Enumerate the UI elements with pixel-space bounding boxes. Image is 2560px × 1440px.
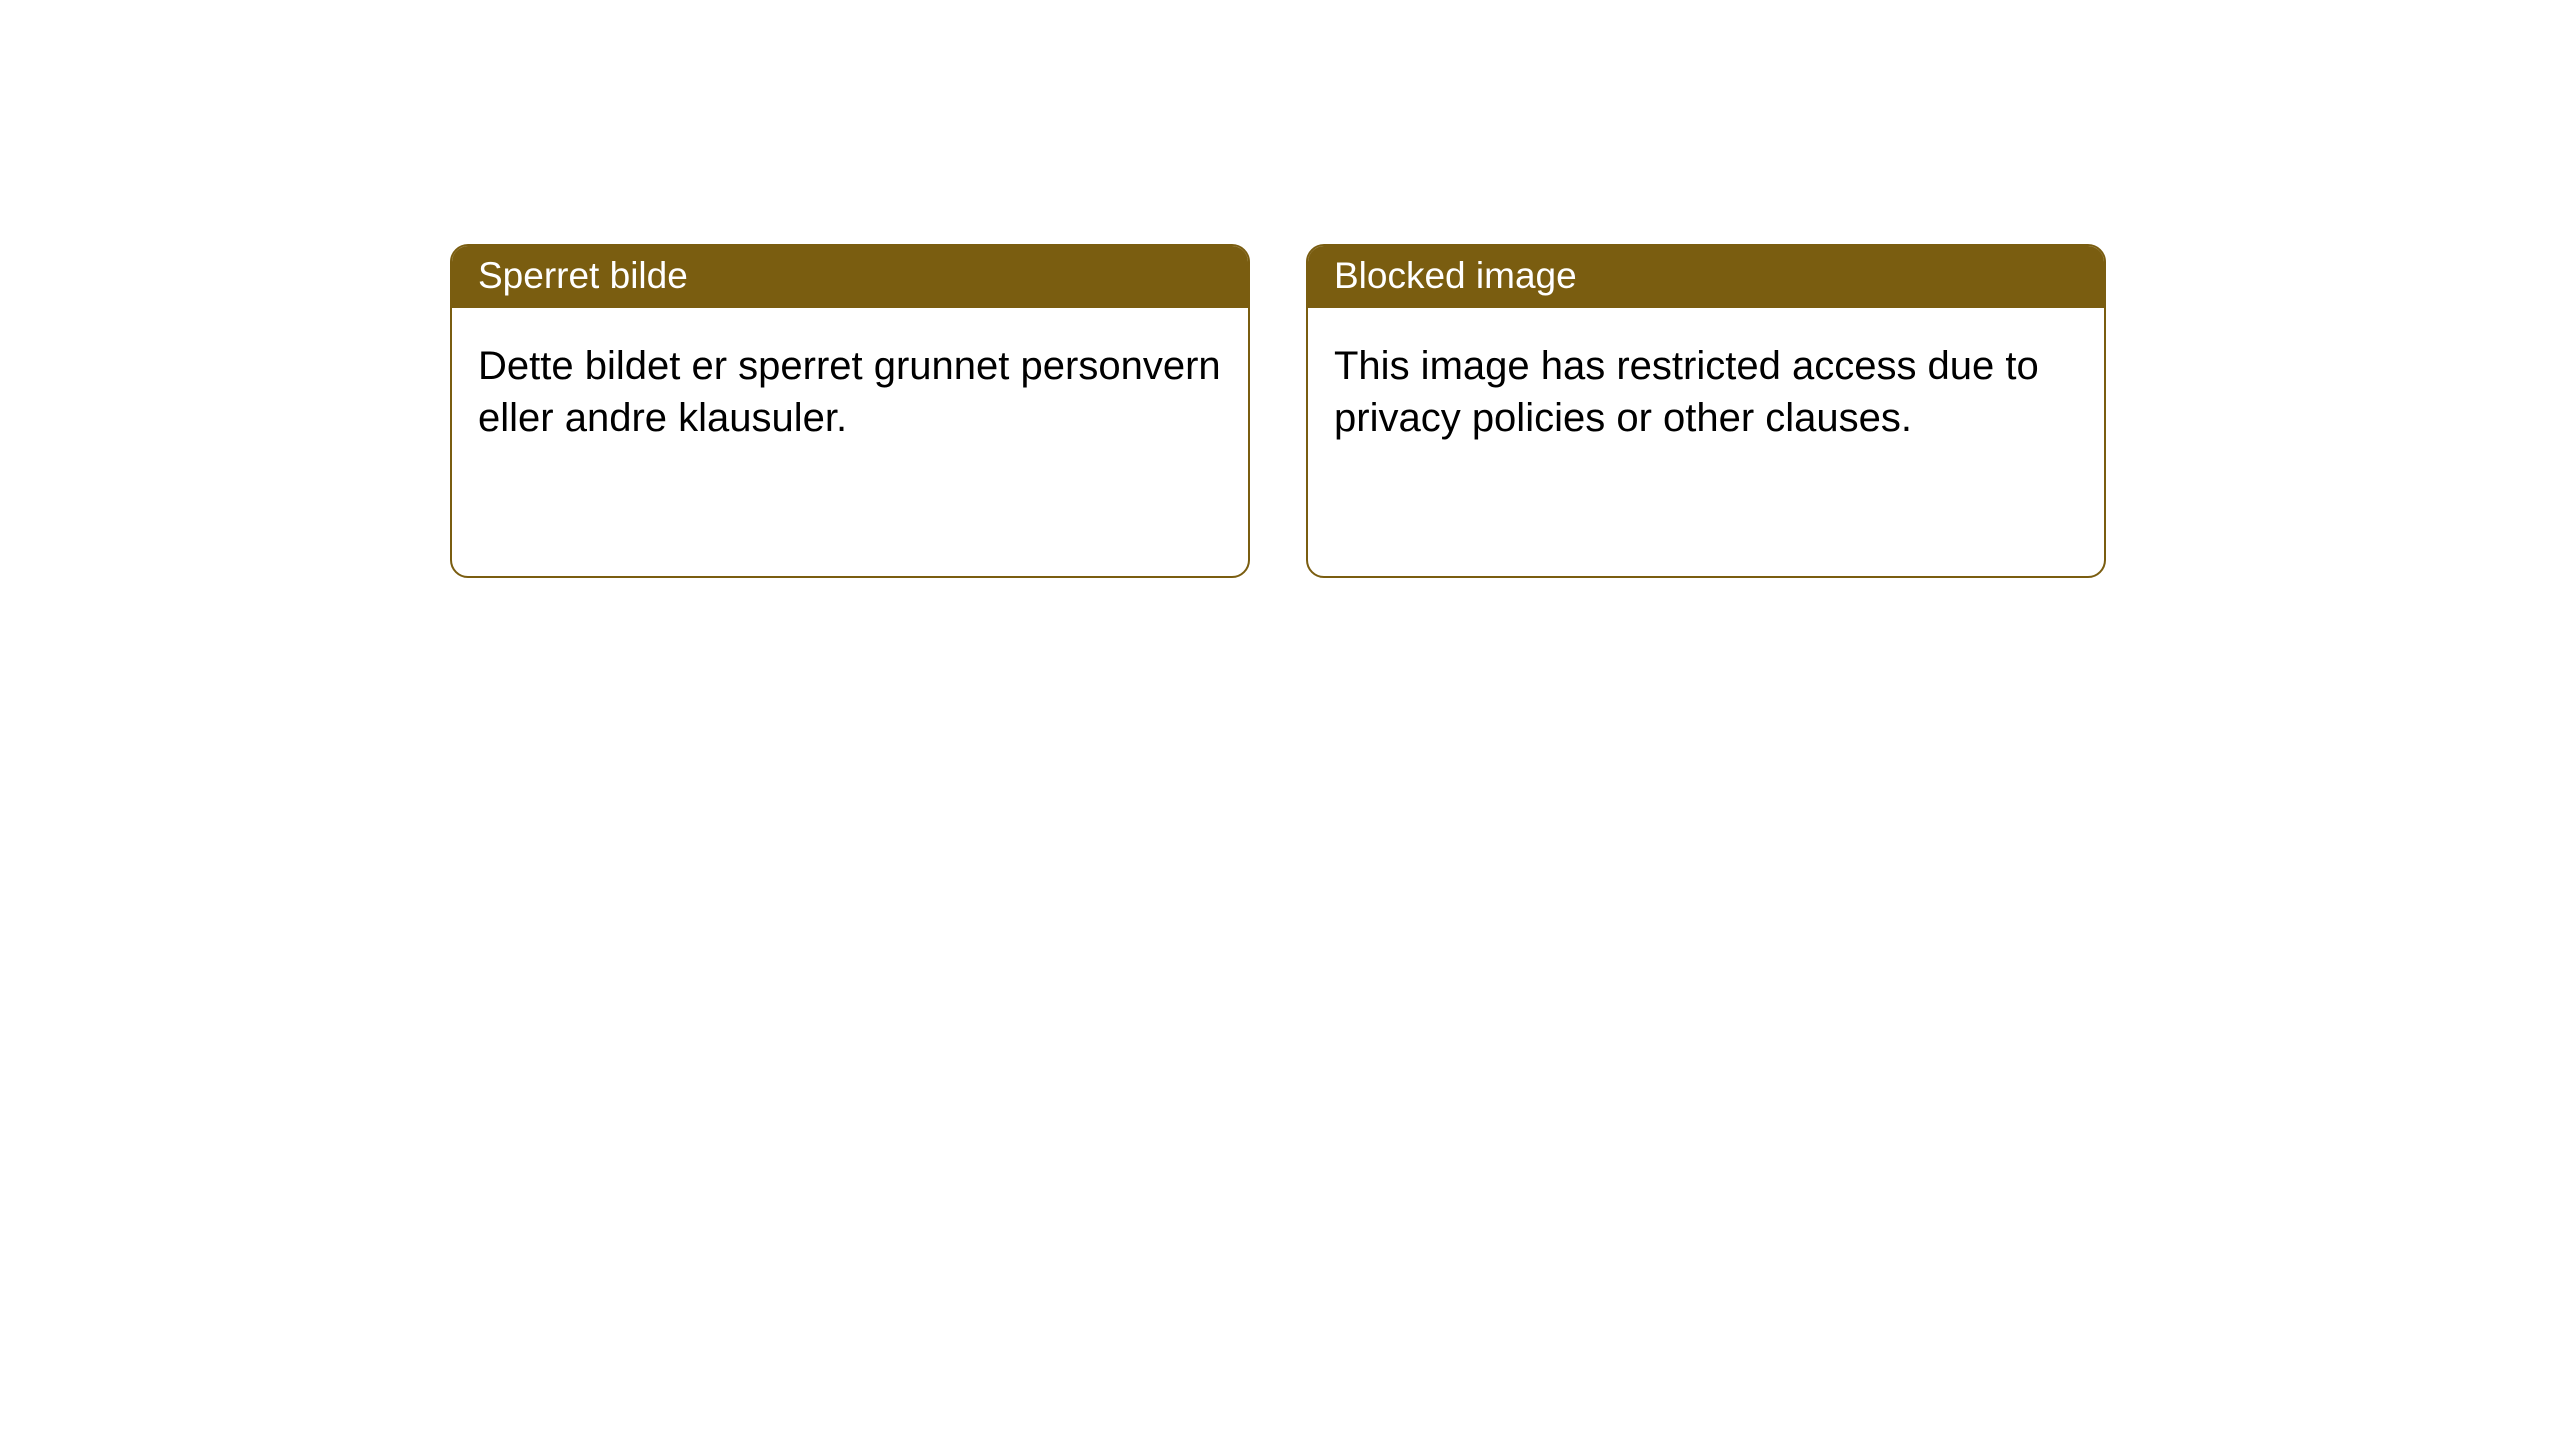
card-header: Blocked image — [1308, 246, 2104, 308]
notice-container: Sperret bilde Dette bildet er sperret gr… — [0, 0, 2560, 578]
card-body: This image has restricted access due to … — [1308, 308, 2104, 476]
card-title: Blocked image — [1334, 255, 1577, 296]
card-body-text: This image has restricted access due to … — [1334, 344, 2039, 440]
card-body-text: Dette bildet er sperret grunnet personve… — [478, 344, 1221, 440]
card-body: Dette bildet er sperret grunnet personve… — [452, 308, 1248, 476]
card-title: Sperret bilde — [478, 255, 688, 296]
notice-card-en: Blocked image This image has restricted … — [1306, 244, 2106, 578]
notice-card-no: Sperret bilde Dette bildet er sperret gr… — [450, 244, 1250, 578]
card-header: Sperret bilde — [452, 246, 1248, 308]
